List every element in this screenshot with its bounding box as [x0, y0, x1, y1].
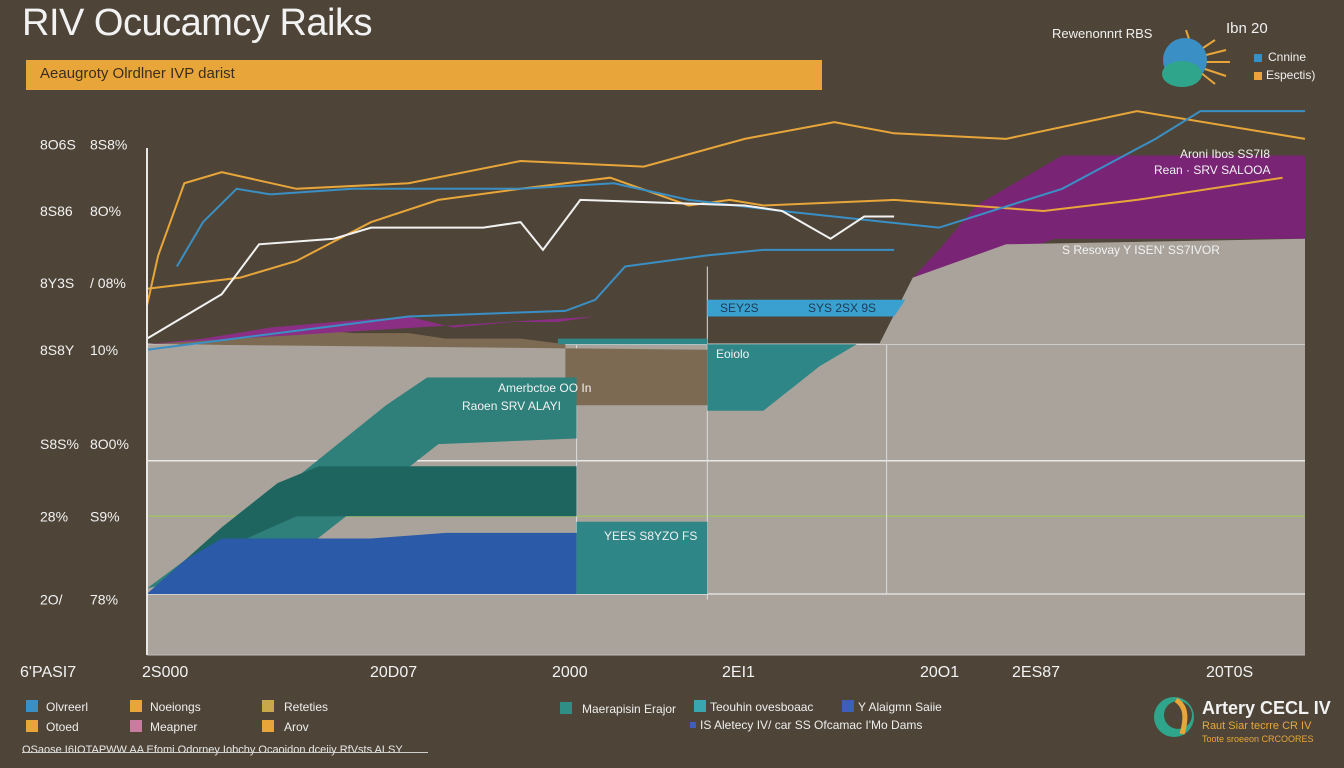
x-tick-label: 20T0S: [1206, 664, 1253, 681]
legend-swatch: [842, 700, 854, 712]
legend-item: Maerapisin Erajor: [582, 702, 677, 716]
legend-item: IS Aletecy IV/ car SS Ofcamac I'Mo Dams: [700, 718, 923, 732]
annotation-label: S Resovay Y ISEN' SS7IVOR: [1062, 243, 1220, 257]
x-tick-label: 2ES87: [1012, 664, 1060, 681]
legend-item: Arov: [284, 720, 309, 734]
annotation-label: Aroni Ibos SS7I8: [1180, 147, 1270, 161]
legend-swatch: [690, 722, 696, 728]
legend-item: Noeiongs: [150, 700, 201, 714]
footer-line: [22, 752, 428, 753]
legend-item: Reteties: [284, 700, 329, 714]
annotation-label: Rean · SRV SALOOA: [1154, 163, 1271, 177]
x-tick-label: 20D07: [370, 664, 417, 681]
y-tick-label: S9%: [90, 508, 120, 524]
legend-swatch: [26, 700, 38, 712]
page-title: RIV Ocucamcy Raiks: [22, 2, 372, 44]
legend-swatch: [262, 700, 274, 712]
y-tick-label: 8S8%: [90, 136, 127, 152]
legend-swatch: [694, 700, 706, 712]
y-tick-label: 78%: [90, 592, 118, 608]
brand-tagline: Raut Siar tecrre CR IV: [1202, 720, 1312, 732]
y-tick-label: / 08%: [90, 275, 126, 291]
y-tick-label: 2O/: [40, 592, 63, 608]
x-tick-label: 6'PASI7: [20, 664, 76, 681]
area-region: [879, 238, 1305, 345]
legend-swatch: [26, 720, 38, 732]
area-region: [147, 466, 577, 594]
subtitle-bar: [26, 60, 822, 90]
legend-swatch: [560, 702, 572, 714]
top-legend-label: Cnnine: [1268, 50, 1307, 64]
y-tick-label: 10%: [90, 342, 118, 358]
x-tick-label: 20O1: [920, 664, 959, 681]
legend-swatch: [130, 720, 142, 732]
legend-item: Otoed: [46, 720, 79, 734]
chart-subtitle: Aeaugroty Olrdlner IVP darist: [40, 65, 235, 82]
legend-item: Meapner: [150, 720, 198, 734]
top-right-year: Ibn 20: [1226, 20, 1268, 37]
series-line: [146, 110, 1306, 306]
top-right-label: Rewenonnrt RBS: [1052, 26, 1153, 41]
x-tick-label: 2S000: [142, 664, 188, 681]
legend-item: Olvreerl: [46, 700, 89, 714]
x-tick-label: 2EI1: [722, 664, 755, 681]
area-region: [576, 521, 708, 594]
brand-logo-icon: [1152, 694, 1196, 740]
brand-name: Artery CECL IV: [1202, 698, 1331, 718]
y-tick-label: S8S%: [40, 436, 79, 452]
x-tick-label: 2000: [552, 664, 588, 681]
footer-note: OSaose I6IOTAPWW AA Efomi Odorney Iobchy…: [22, 744, 403, 756]
area-region: [147, 532, 577, 594]
annotation-label: Amerbctoe OO In: [498, 381, 591, 395]
y-tick-label: 8S8Y: [40, 342, 75, 358]
y-tick-label: 8O0%: [90, 436, 129, 452]
annotation-label: SYS 2SX 9S: [808, 301, 876, 315]
brand-tagline: Toote sroeeon CRCOORES: [1202, 734, 1314, 744]
annotation-label: SEY2S: [720, 301, 759, 315]
series-line: [146, 248, 895, 351]
y-tick-label: 8O6S: [40, 136, 76, 152]
series-line: [176, 110, 1305, 268]
top-legend-label: Espectis): [1266, 68, 1316, 82]
annotation-label: Raoen SRV ALAYI: [462, 399, 561, 413]
annotation-label: Eoiolo: [716, 347, 750, 361]
y-tick-label: 8O%: [90, 203, 121, 219]
top-legend-swatch: [1254, 72, 1262, 80]
series-line: [146, 198, 895, 340]
legend-item: Teouhin ovesboaac: [710, 700, 814, 714]
y-tick-label: 28%: [40, 508, 68, 524]
legend-item: Y Alaigmn Saiie: [858, 700, 942, 714]
legend-swatch: [130, 700, 142, 712]
area-region: [707, 299, 906, 317]
top-legend-swatch: [1254, 54, 1262, 62]
area-region: [557, 338, 857, 411]
area-region: [147, 316, 596, 345]
y-tick-label: 8S86: [40, 203, 73, 219]
annotation-label: YEES S8YZO FS: [604, 529, 697, 543]
y-tick-label: 8Y3S: [40, 275, 74, 291]
legend-swatch: [262, 720, 274, 732]
sun-logo-icon: [1160, 29, 1240, 90]
